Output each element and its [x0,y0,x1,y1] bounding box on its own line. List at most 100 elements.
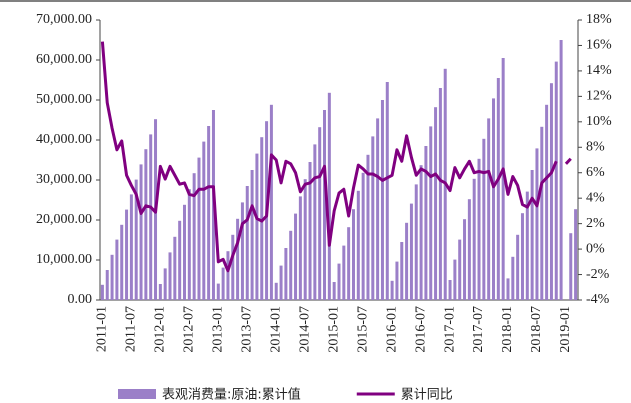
legend-swatch [118,389,156,399]
bar [351,209,355,300]
y2-tick-label: 14% [586,63,612,78]
x-tick-label: 2012-01 [153,306,168,353]
bar [520,213,524,300]
bar [197,157,201,300]
legend-label: 表观消费量:原油:累计值 [162,387,301,403]
bar [158,284,162,300]
bar [458,239,462,300]
legend-label: 累计同比 [401,388,453,403]
bar [134,179,138,300]
bar [356,190,360,300]
bar [105,270,109,300]
bar [361,172,365,300]
bar [366,154,370,300]
bar [409,203,413,300]
bar [216,283,220,300]
bar [274,282,278,300]
y2-tick-label: 16% [586,38,612,53]
x-tick-label: 2013-01 [211,306,226,353]
bar [332,282,336,300]
y2-tick-label: -4% [586,292,610,307]
bar [125,209,129,300]
bar [221,267,225,300]
x-tick-label: 2015-01 [326,306,341,353]
x-tick-label: 2019-01 [558,306,573,353]
y-tick-label: 40,000.00 [36,132,92,147]
y2-tick-label: 12% [586,89,612,104]
bar [506,278,510,300]
x-tick-label: 2012-07 [182,306,197,353]
bar [535,148,539,300]
bar [139,164,143,300]
bar [284,248,288,300]
bar [313,144,317,300]
bar [463,219,467,300]
bar [289,230,293,300]
y2-tick-label: 18% [586,12,612,27]
y2-tick-label: 6% [586,165,605,180]
bar [438,88,442,300]
bar [182,204,186,300]
y-tick-label: 60,000.00 [36,52,92,67]
y-tick-label: 20,000.00 [36,212,92,227]
bar [434,107,438,300]
bar [559,40,563,300]
x-tick-label: 2013-07 [239,306,254,353]
bar [120,224,124,300]
bar [376,118,380,301]
x-tick-label: 2018-07 [529,306,544,353]
bar [260,137,264,300]
bar [347,227,351,300]
bar [168,252,172,300]
y-tick-label: 70,000.00 [36,12,92,27]
bar [149,134,153,300]
bar [337,263,341,300]
bar [545,104,549,300]
x-tick-label: 2016-07 [413,306,428,353]
bar [395,261,399,300]
bar [110,254,114,300]
y-tick-label: 10,000.00 [36,252,92,267]
bar [323,110,327,300]
x-tick-label: 2011-01 [95,306,110,352]
bar [294,213,298,300]
bar [511,256,515,300]
bar [371,136,375,300]
bar [540,126,544,300]
bar [516,234,520,300]
bar [173,236,177,300]
bar [492,98,496,301]
line [100,41,572,273]
bar [448,280,452,300]
bar [390,280,394,300]
bar [207,126,211,300]
bar [163,268,167,300]
bar [530,170,534,300]
y2-tick-label: 8% [586,139,605,154]
y2-tick-label: 2% [586,216,605,231]
x-tick-label: 2016-01 [384,306,399,353]
bar [477,158,481,300]
bar [501,58,505,300]
bar [298,196,302,300]
y2-tick-label: 4% [586,190,605,205]
x-tick-label: 2015-07 [355,306,370,353]
bar [453,259,457,300]
x-tick-label: 2014-07 [297,306,312,353]
x-tick-label: 2011-07 [124,306,139,352]
y-tick-label: 50,000.00 [36,92,92,107]
bar [327,92,331,300]
y-tick-label: 0.00 [68,292,93,307]
bar [414,184,418,300]
bar [554,61,558,300]
bar [482,138,486,300]
bar [129,194,133,300]
x-tick-label: 2017-07 [471,306,486,353]
bar [226,251,230,300]
bar [429,126,433,301]
bar [424,146,428,300]
bar [405,222,409,300]
x-tick-label: 2017-01 [442,306,457,353]
bar [380,100,384,300]
